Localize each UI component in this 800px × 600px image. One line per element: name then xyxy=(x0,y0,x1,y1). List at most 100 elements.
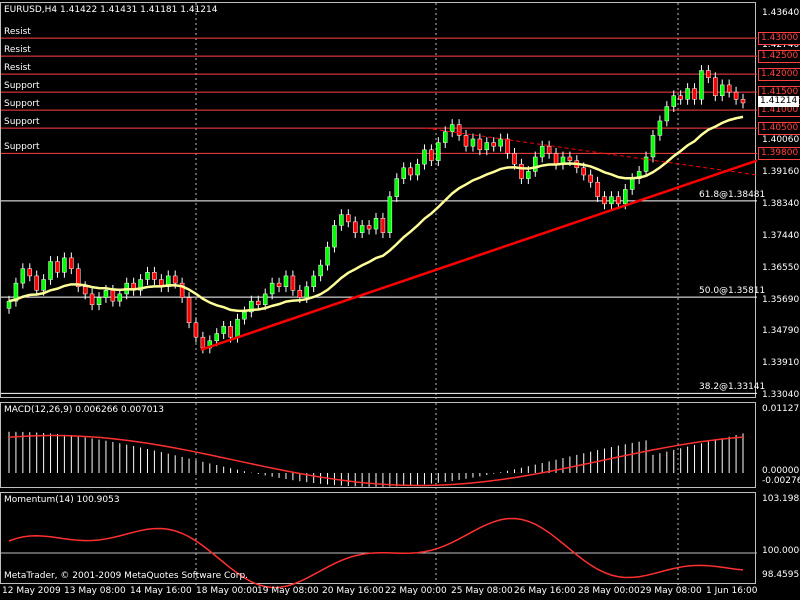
moving-average-line xyxy=(8,115,744,313)
candle-body xyxy=(325,246,330,266)
momentum-tick: 103.1982 xyxy=(762,494,800,504)
candle-body xyxy=(546,145,552,154)
candle-body xyxy=(366,225,372,230)
ohlc-values: 1.41422 1.41431 1.41181 1.41214 xyxy=(60,5,218,15)
candle-body xyxy=(463,135,469,147)
date-tick: 29 May 08:00 xyxy=(640,586,702,596)
candle-body xyxy=(62,257,67,273)
candle-body xyxy=(110,290,116,302)
candle-body xyxy=(373,218,379,230)
candle-body xyxy=(27,268,33,277)
candle-body xyxy=(609,196,614,205)
candle-body xyxy=(352,221,358,233)
candle-body xyxy=(276,282,282,287)
momentum-canvas[interactable] xyxy=(1,493,757,589)
candle-body xyxy=(283,275,289,287)
candle-body xyxy=(429,149,434,161)
date-tick: 13 May 08:00 xyxy=(64,586,126,596)
price-tick: 1.34790 xyxy=(762,326,800,337)
candle-body xyxy=(595,181,600,197)
price-tick: 1.35690 xyxy=(762,294,800,305)
candle-body xyxy=(339,214,344,226)
candle-body xyxy=(387,196,393,233)
candle-body xyxy=(55,261,60,273)
momentum-line xyxy=(8,517,744,589)
candle-body xyxy=(706,70,711,78)
candle-body xyxy=(75,268,81,287)
candle-body xyxy=(228,326,233,338)
fibo-label: 50.0@1.35811 xyxy=(699,286,766,297)
price-tick: 1.38340 xyxy=(762,199,800,209)
macd-canvas[interactable] xyxy=(1,403,757,489)
candle-body xyxy=(470,138,476,147)
candle-body xyxy=(401,167,406,179)
candle-body xyxy=(82,286,88,295)
candle-body xyxy=(436,142,441,161)
candle-body xyxy=(304,286,310,298)
candle-body xyxy=(408,167,413,176)
momentum-panel[interactable]: Momentum(14) 100.9053 MetaTrader, © 2001… xyxy=(0,492,757,589)
price-tick: 1.39160 xyxy=(762,167,800,178)
level-label: Resist xyxy=(4,45,31,56)
date-tick: 22 May 00:00 xyxy=(385,586,447,596)
price-chart-canvas[interactable] xyxy=(1,3,758,399)
fibo-label: 61.8@1.38481 xyxy=(699,189,766,200)
candle-body xyxy=(48,261,53,280)
candle-body xyxy=(332,225,337,248)
candle-body xyxy=(484,142,490,151)
price-tick: 1.36550 xyxy=(762,262,800,273)
candle-body xyxy=(491,142,496,147)
candle-body xyxy=(186,297,192,324)
momentum-label: Momentum(14) 100.9053 xyxy=(4,495,120,505)
candle-body xyxy=(692,88,697,100)
macd-histogram xyxy=(8,431,744,487)
price-chart-panel[interactable]: EURUSD,H4 1.41422 1.41431 1.41181 1.4121… xyxy=(0,2,765,399)
candle-body xyxy=(602,196,607,205)
candle-body xyxy=(726,84,732,93)
candle-body xyxy=(172,275,178,284)
candle-body xyxy=(380,218,386,233)
level-label: Support xyxy=(4,81,40,92)
candle-body xyxy=(242,311,247,320)
fibo-label: 38.2@1.33141 xyxy=(699,382,766,393)
candle-body xyxy=(269,282,275,295)
candle-body xyxy=(477,138,483,151)
candle-body xyxy=(221,326,226,334)
level-price-tag: 1.43000 xyxy=(758,32,800,46)
candle-body xyxy=(96,297,102,305)
candle-body xyxy=(249,300,254,313)
level-label: Resist xyxy=(4,63,31,74)
candle-body xyxy=(262,293,268,305)
candle-body xyxy=(6,300,12,309)
candle-body xyxy=(740,99,746,104)
candle-body xyxy=(152,272,157,280)
macd-panel[interactable]: MACD(12,26,9) 0.006266 0.007013 xyxy=(0,402,757,489)
candle-body xyxy=(103,290,109,298)
price-tick: 1.33040 xyxy=(762,390,800,400)
date-tick: 19 May 08:00 xyxy=(257,586,319,596)
candle-body xyxy=(394,178,400,197)
candle-body xyxy=(533,156,538,172)
macd-signal-line xyxy=(8,434,744,487)
candle-body xyxy=(346,214,351,223)
candle-body xyxy=(650,135,656,158)
symbol-label: EURUSD,H4 xyxy=(4,5,58,15)
candle-body xyxy=(498,138,503,147)
candle-body xyxy=(41,279,46,291)
candle-body xyxy=(13,282,19,302)
candle-body xyxy=(629,178,635,190)
candle-body xyxy=(512,153,517,165)
momentum-tick: 100.0000 xyxy=(762,546,800,556)
candle-body xyxy=(442,131,448,143)
candle-body xyxy=(553,153,559,165)
candle-body xyxy=(422,149,427,165)
candle-body xyxy=(699,70,704,100)
candle-body xyxy=(449,124,455,133)
candle-body xyxy=(200,336,206,349)
candle-body xyxy=(643,156,649,172)
date-tick: 26 May 16:00 xyxy=(514,586,576,596)
level-label: Support xyxy=(4,142,40,153)
candle-body xyxy=(20,268,26,284)
candle-body xyxy=(526,171,531,179)
candle-body xyxy=(69,257,74,269)
